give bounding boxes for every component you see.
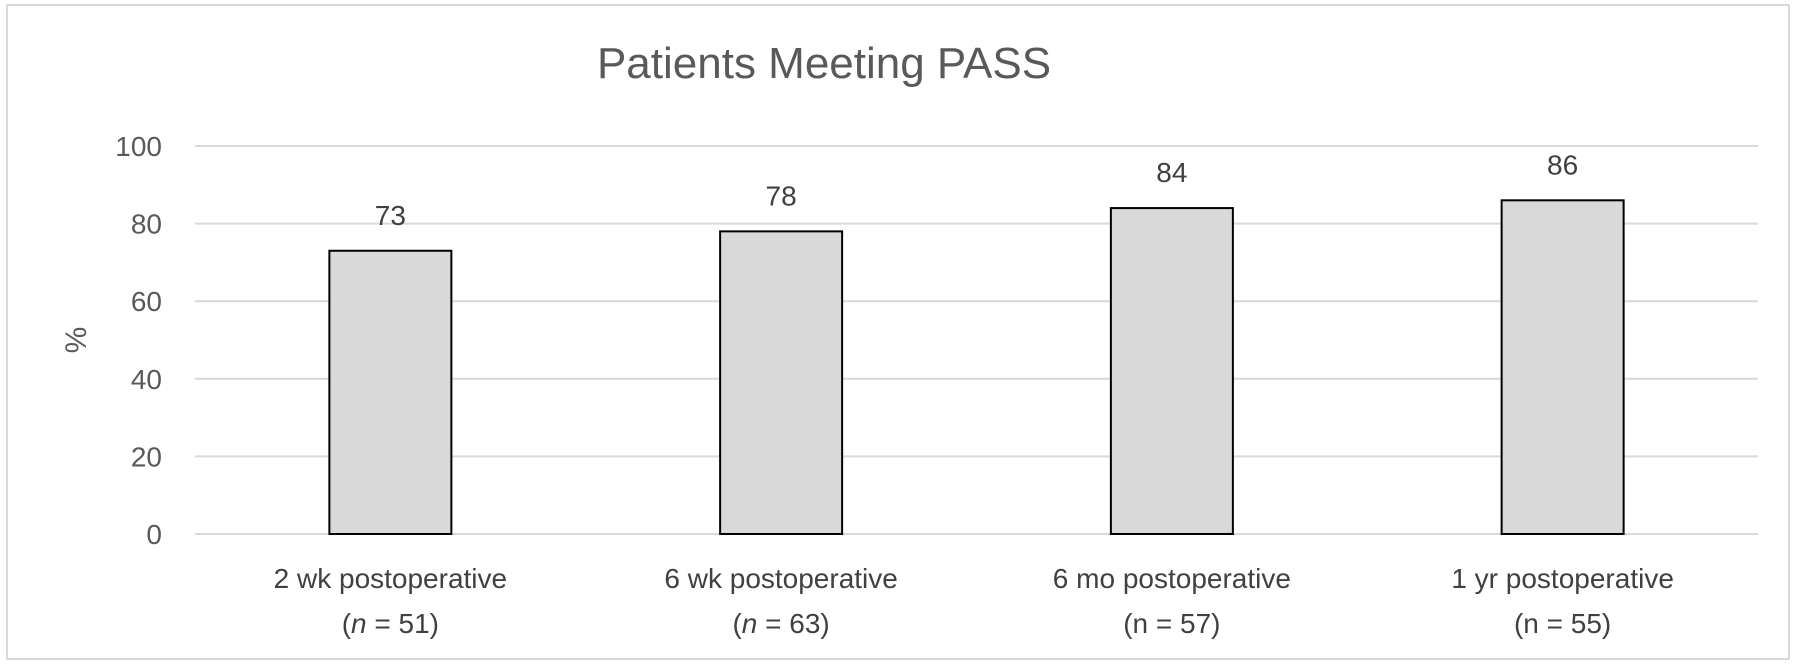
chart-title: Patients Meeting PASS [597, 39, 1051, 88]
x-tick-label: 1 yr postoperative [1451, 563, 1674, 594]
data-label: 73 [375, 200, 406, 231]
y-tick-label: 60 [131, 286, 162, 317]
n-prefix: ( [732, 608, 742, 639]
bar [719, 230, 844, 536]
n-variable: n [742, 608, 758, 639]
x-tick-sample-size: (n = 51) [342, 608, 439, 639]
x-tick-sample-size: (n = 63) [732, 608, 829, 639]
x-tick-sample-size: (n = 55) [1514, 608, 1611, 639]
y-axis-label: % [60, 327, 93, 354]
y-tick-label: 0 [146, 519, 162, 550]
data-labels: 73 78 84 86 [375, 149, 1578, 230]
n-value: = 51) [367, 608, 439, 639]
y-tick-labels: 0 20 40 60 80 100 [115, 131, 162, 550]
n-variable: n [351, 608, 367, 639]
n-value: (n = 55) [1514, 608, 1611, 639]
n-value: = 63) [757, 608, 829, 639]
x-tick-labels: 2 wk postoperative(n = 51)6 wk postopera… [274, 563, 1674, 639]
chart-frame [6, 4, 1790, 660]
n-prefix: ( [342, 608, 352, 639]
data-label: 84 [1156, 157, 1187, 188]
x-tick-sample-size: (n = 57) [1123, 608, 1220, 639]
y-tick-label: 20 [131, 441, 162, 472]
n-value: (n = 57) [1123, 608, 1220, 639]
x-tick-label: 2 wk postoperative [274, 563, 507, 594]
bar [328, 249, 453, 535]
y-tick-label: 80 [131, 209, 162, 240]
bar [1500, 199, 1625, 535]
y-tick-label: 100 [115, 131, 162, 162]
x-tick-label: 6 wk postoperative [664, 563, 897, 594]
y-tick-label: 40 [131, 364, 162, 395]
bar [1109, 207, 1234, 536]
gridlines [195, 145, 1758, 535]
bars [328, 199, 1625, 536]
data-label: 78 [766, 180, 797, 211]
x-tick-label: 6 mo postoperative [1053, 563, 1291, 594]
data-label: 86 [1547, 149, 1578, 180]
